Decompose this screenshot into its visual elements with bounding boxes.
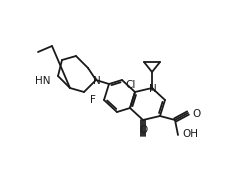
Text: N: N [93, 76, 101, 86]
Text: N: N [149, 84, 157, 94]
Text: Cl: Cl [125, 80, 135, 90]
Text: O: O [192, 109, 200, 119]
Text: HN: HN [35, 76, 51, 86]
Text: O: O [139, 125, 147, 135]
Text: F: F [90, 95, 96, 105]
Text: OH: OH [182, 129, 198, 139]
